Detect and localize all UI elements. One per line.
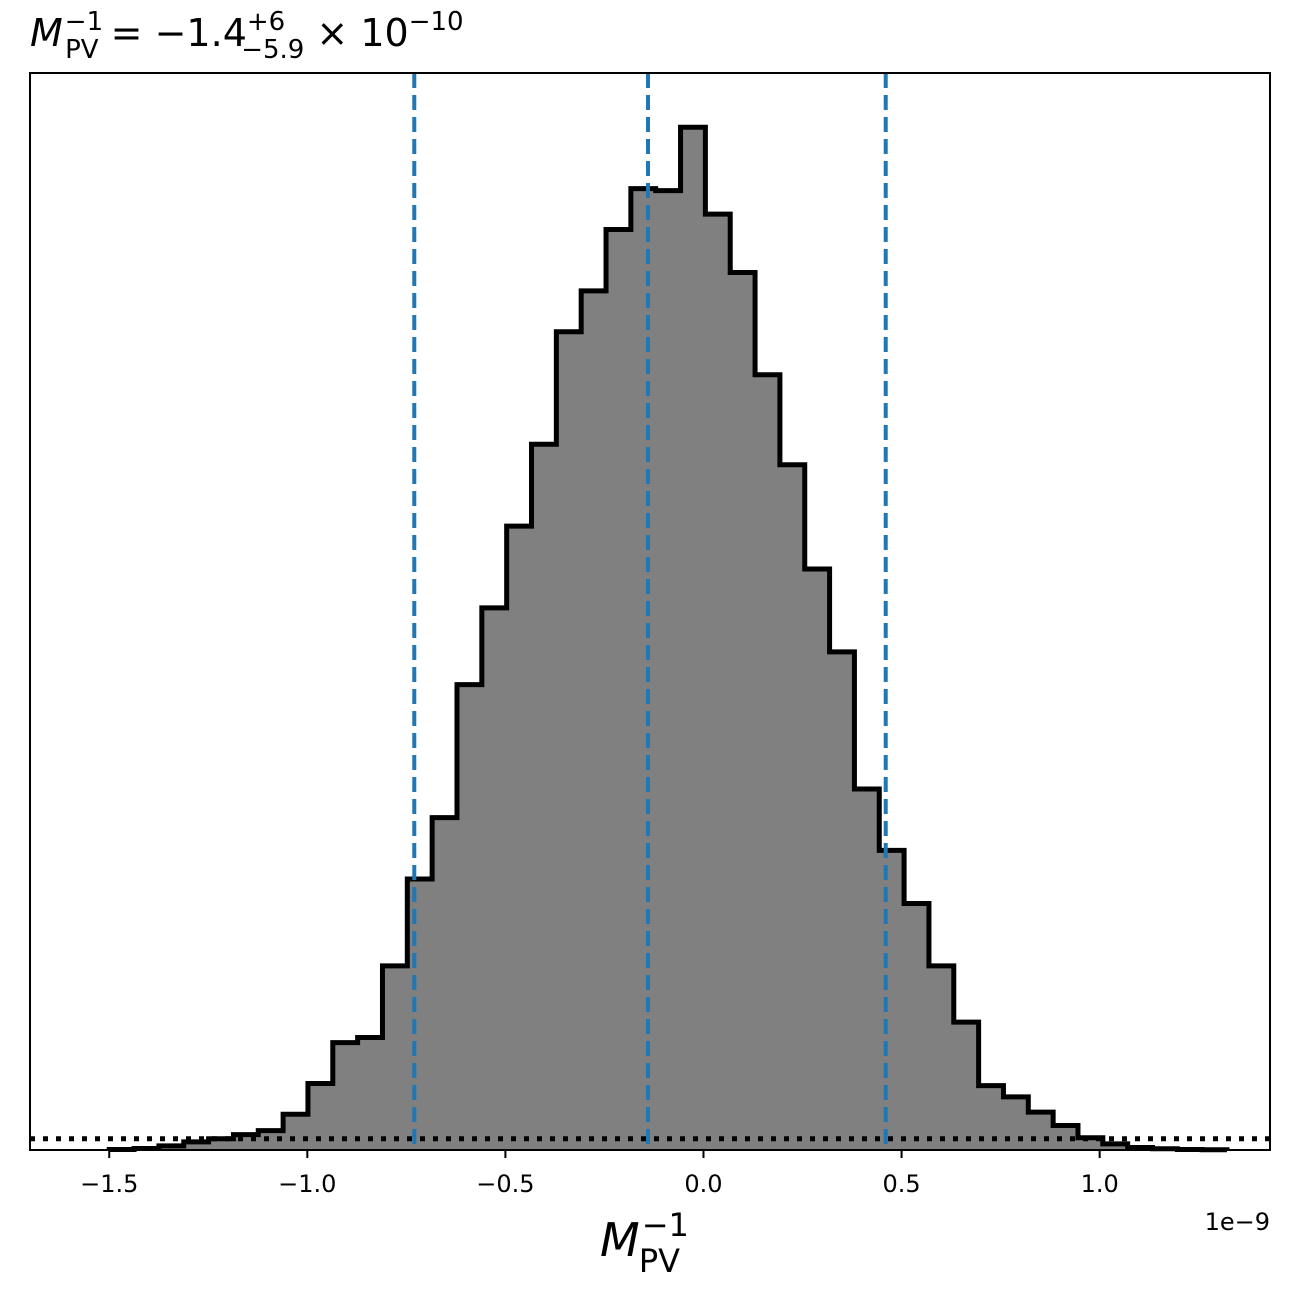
axes-frame — [29, 72, 1271, 1151]
histogram-bar — [258, 1130, 284, 1150]
chart-title: M−1 PV = −1.4+6 −5.9 × 10−10 — [30, 7, 464, 65]
xlabel-sub: PV — [639, 1242, 680, 1280]
x-axis-label: M−1 PV — [600, 1206, 689, 1280]
histogram-bar — [829, 651, 855, 1150]
histogram-bar — [506, 526, 533, 1150]
title-symbol: M — [30, 11, 63, 55]
x-tick-label: 0.5 — [882, 1170, 920, 1198]
histogram-bar — [382, 965, 408, 1150]
histogram-bar — [208, 1138, 234, 1150]
histogram-bar — [183, 1141, 210, 1150]
histogram-bar — [481, 607, 508, 1150]
histogram-bar — [755, 374, 781, 1150]
xlabel-symbol: M — [600, 1213, 640, 1267]
histogram-outline — [106, 124, 1230, 1153]
x-offset-label: 1e−9 — [1205, 1208, 1270, 1236]
x-tick-label: −1.0 — [278, 1170, 336, 1198]
title-minus: −5.9 — [241, 35, 304, 65]
plot-area — [30, 73, 1270, 1153]
title-eq: = −1.4 — [99, 11, 247, 55]
histogram-bar — [730, 272, 756, 1150]
histogram-bar — [357, 1037, 383, 1150]
x-tick-label: 0.0 — [684, 1170, 722, 1198]
x-tick-label: 1.0 — [1081, 1170, 1119, 1198]
histogram-bar — [531, 444, 557, 1150]
histogram-bar — [1028, 1112, 1054, 1150]
histogram-bar — [432, 817, 458, 1150]
histogram-bar — [556, 331, 582, 1151]
histogram-bar — [456, 684, 483, 1150]
title-plus: +6 — [247, 7, 285, 37]
histogram-bar — [1003, 1096, 1029, 1150]
histogram-bar — [779, 464, 806, 1150]
histogram-bar — [283, 1114, 309, 1150]
histogram-bar — [879, 850, 905, 1150]
histogram-bar — [854, 788, 880, 1150]
histogram-bar — [705, 214, 731, 1151]
histogram-bar — [928, 965, 955, 1150]
histogram-bar — [606, 229, 632, 1150]
histogram-bar — [332, 1042, 359, 1150]
histogram-bar — [407, 878, 433, 1150]
histogram-bar — [804, 569, 831, 1150]
title-times: × 10 — [304, 11, 408, 55]
histogram-bar — [904, 903, 930, 1150]
title-sup: −1 — [65, 7, 103, 37]
title-sub: PV — [65, 35, 99, 65]
histogram-bar — [680, 127, 706, 1150]
x-tick-label: −0.5 — [476, 1170, 534, 1198]
title-exp: −10 — [409, 7, 464, 37]
histogram-bar — [1102, 1143, 1129, 1150]
xlabel-sup: −1 — [642, 1206, 689, 1244]
histogram-bar — [630, 188, 657, 1150]
histogram-bar — [953, 1022, 980, 1150]
x-axis-ticks: −1.5 −1.0 −0.5 0.0 0.5 1.0 — [80, 1150, 1119, 1198]
x-tick-label: −1.5 — [80, 1170, 138, 1198]
histogram-bar — [581, 290, 607, 1150]
histogram-bar — [655, 190, 682, 1150]
